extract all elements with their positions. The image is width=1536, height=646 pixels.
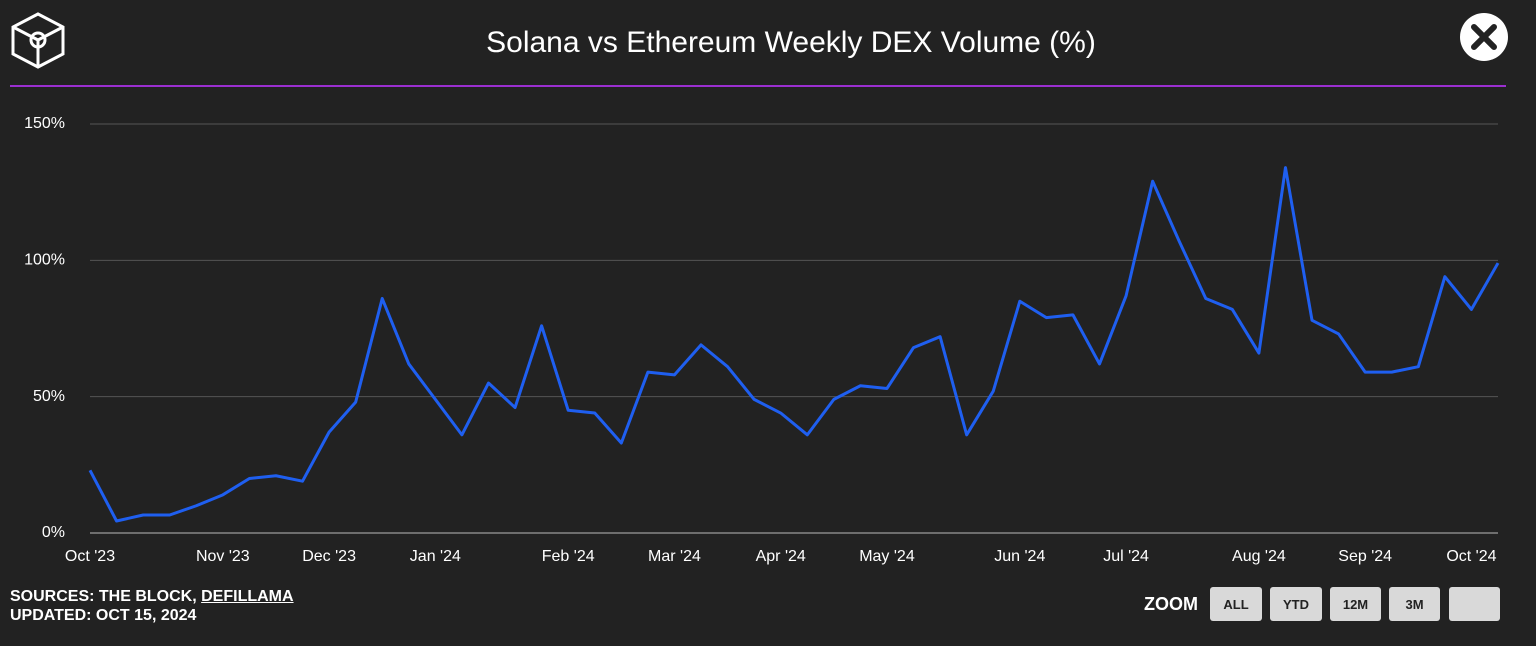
x-tick-label: Sep '24 [1338, 548, 1392, 565]
zoom-label: ZOOM [1144, 594, 1198, 614]
x-tick-label: Apr '24 [756, 548, 806, 565]
y-tick-label: 150% [24, 115, 65, 132]
x-tick-label: Feb '24 [542, 548, 595, 565]
zoom-button-empty[interactable] [1449, 587, 1500, 621]
close-button[interactable] [1460, 13, 1508, 61]
updated: UPDATED: OCT 15, 2024 [10, 607, 197, 624]
x-tick-label: Oct '24 [1446, 548, 1496, 565]
x-tick-label: May '24 [859, 548, 915, 565]
x-tick-label: Jan '24 [410, 548, 461, 565]
x-tick-label: Nov '23 [196, 548, 250, 565]
x-tick-label: Jul '24 [1103, 548, 1149, 565]
y-tick-label: 100% [24, 252, 65, 269]
x-tick-label: Dec '23 [302, 548, 356, 565]
sources-link[interactable]: DEFILLAMA [201, 588, 294, 605]
footer: SOURCES: THE BLOCK, DEFILLAMA UPDATED: O… [10, 587, 294, 625]
sources-text: SOURCES: THE BLOCK, [10, 588, 202, 605]
x-tick-label: Mar '24 [648, 548, 701, 565]
zoom-button[interactable]: 3M [1389, 587, 1440, 621]
y-tick-label: 0% [42, 524, 65, 541]
chart-title: Solana vs Ethereum Weekly DEX Volume (%) [486, 26, 1096, 59]
x-tick-label: Jun '24 [994, 548, 1045, 565]
zoom-button[interactable]: 12M [1330, 587, 1381, 621]
y-tick-label: 50% [33, 388, 65, 405]
x-tick-label: Aug '24 [1232, 548, 1286, 565]
x-tick-label: Oct '23 [65, 548, 115, 565]
logo [11, 12, 65, 69]
zoom-button[interactable]: ALL [1210, 587, 1262, 621]
zoom-button[interactable]: YTD [1270, 587, 1322, 621]
sources: SOURCES: THE BLOCK, DEFILLAMA [10, 587, 294, 606]
data-line [88, 166, 1500, 523]
